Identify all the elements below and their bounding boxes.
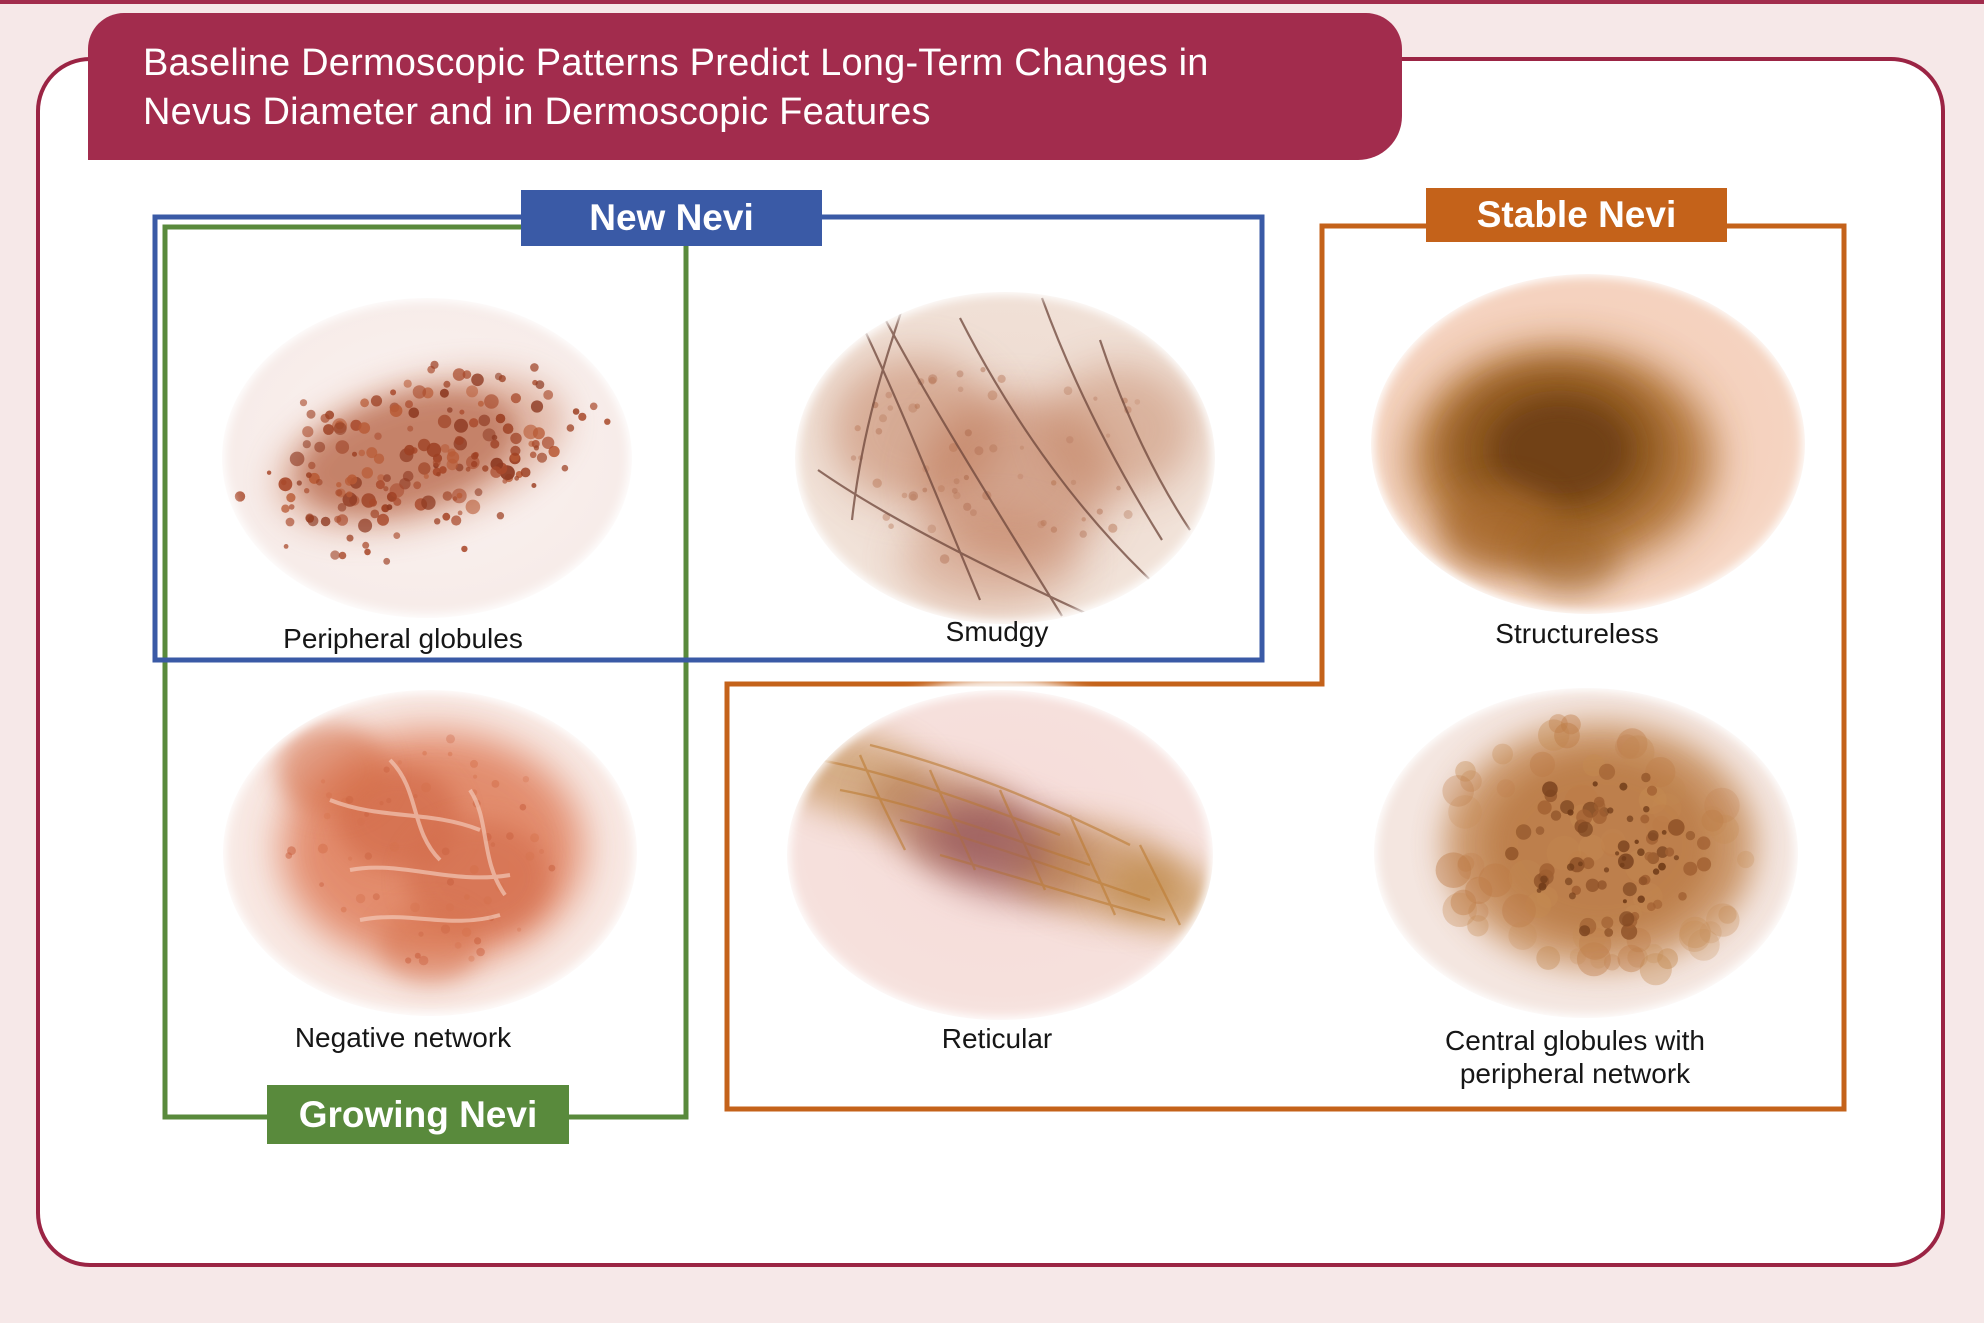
negative-network-lines [329, 758, 511, 923]
nevus-image-peripheral-globules [211, 287, 643, 629]
title-banner: Baseline Dermoscopic Patterns Predict Lo… [88, 13, 1402, 160]
nevus-image-smudgy [784, 281, 1226, 635]
title-line-2: Nevus Diameter and in Dermoscopic Featur… [143, 91, 931, 133]
nevus-image-structureless [1360, 263, 1816, 625]
group-label-stable-nevi: Stable Nevi [1426, 188, 1727, 242]
title-line-1: Baseline Dermoscopic Patterns Predict Lo… [143, 42, 1209, 84]
hairs [817, 293, 1191, 624]
caption-peripheral-globules: Peripheral globules [283, 623, 523, 654]
caption-central-globules: Central globules with peripheral network [1365, 1024, 1785, 1090]
caption-central-globules-line1: Central globules with [1445, 1025, 1705, 1056]
nevus-image-central-globules [1363, 677, 1809, 1029]
group-label-new-nevi: New Nevi [521, 190, 822, 246]
caption-negative-network: Negative network [294, 1022, 512, 1053]
nevus-image-reticular [776, 679, 1224, 1031]
caption-central-globules-line2: peripheral network [1459, 1058, 1691, 1089]
nevus-image-negative-network [212, 679, 648, 1027]
top-edge-strip [0, 0, 1984, 4]
caption-smudgy: Smudgy [945, 616, 1049, 647]
caption-structureless: Structureless [1495, 618, 1659, 649]
stable-nevi-outline [724, 223, 1847, 1112]
group-label-growing-nevi: Growing Nevi [267, 1085, 569, 1144]
caption-reticular: Reticular [941, 1023, 1053, 1054]
